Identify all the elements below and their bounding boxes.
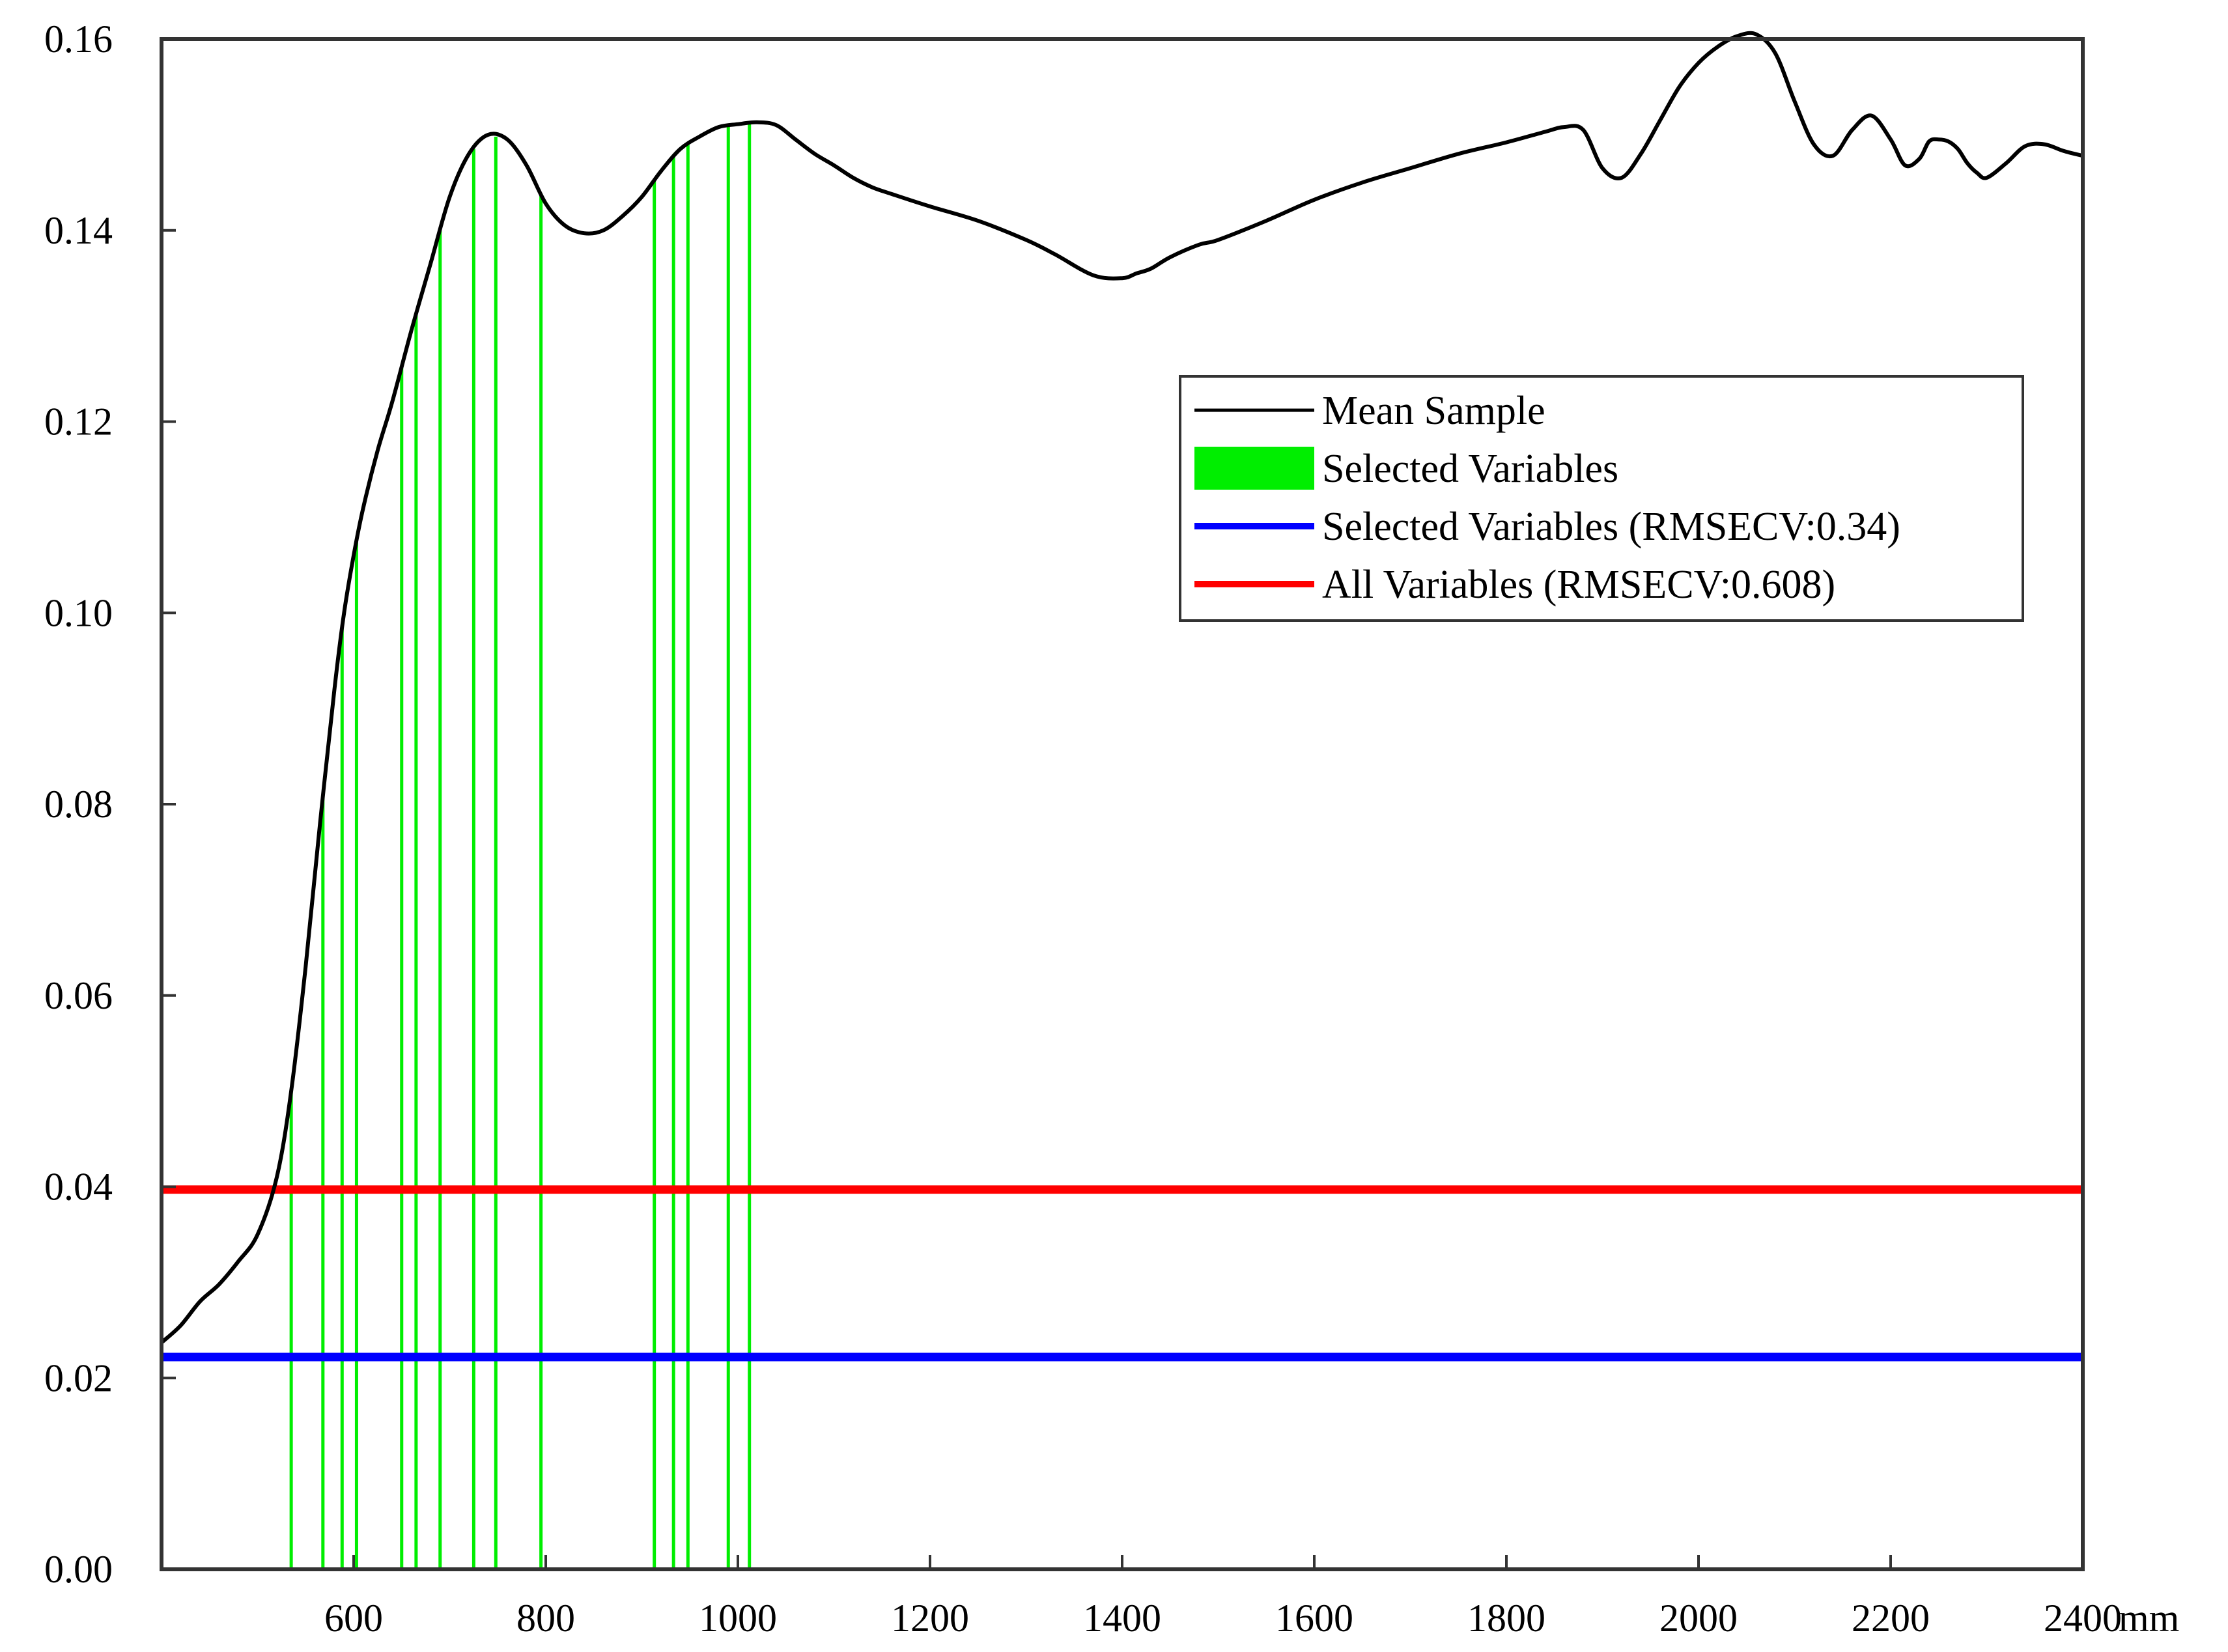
y-tick-label: 0.00 [44,1548,113,1591]
reference-lines-layer [162,1185,2083,1362]
x-tick-label: 2000 [1659,1597,1738,1640]
x-tick-label: 1400 [1083,1597,1161,1640]
y-tick-label: 0.02 [44,1356,113,1399]
y-tick-label: 0.12 [44,400,113,443]
x-tick-label: 1600 [1275,1597,1353,1640]
y-tick-label: 0.16 [44,18,113,61]
legend-box [1179,375,2024,622]
x-tick-label: 1000 [699,1597,777,1640]
legend: Mean Sample Selected Variables Selected Va… [1179,375,2024,622]
legend-label: All Variables (RMSECV:0.608) [1322,563,1835,607]
x-axis-ticks: 600 800 1000 1200 1400 1600 1800 2000 2200 2400 [324,1555,2122,1640]
legend-label: Mean Sample [1322,389,1545,433]
x-tick-label: 1200 [891,1597,969,1640]
legend-label: Selected Variables [1322,447,1618,491]
series-layer [160,31,2083,1345]
legend-label: Selected Variables (RMSECV:0.34) [1322,505,1900,549]
y-tick-label: 0.06 [44,974,113,1017]
x-tick-label: 800 [516,1597,575,1640]
y-tick-label: 0.08 [44,783,113,826]
y-axis-ticks: 0.00 0.02 0.04 0.06 0.08 0.10 0.12 0.14 0.16 [44,18,176,1591]
x-tick-label: 1800 [1467,1597,1545,1640]
y-tick-label: 0.14 [44,209,113,252]
x-tick-label: 2400 [2044,1597,2122,1640]
y-tick-label: 0.10 [44,591,113,634]
x-axis-unit-label: mm [2119,1597,2179,1640]
x-tick-label: 600 [324,1597,383,1640]
x-tick-label: 2200 [1852,1597,1930,1640]
mean-sample-line [160,31,2083,1345]
legend-key-selected-variables [1194,447,1314,490]
y-tick-label: 0.04 [44,1166,113,1209]
